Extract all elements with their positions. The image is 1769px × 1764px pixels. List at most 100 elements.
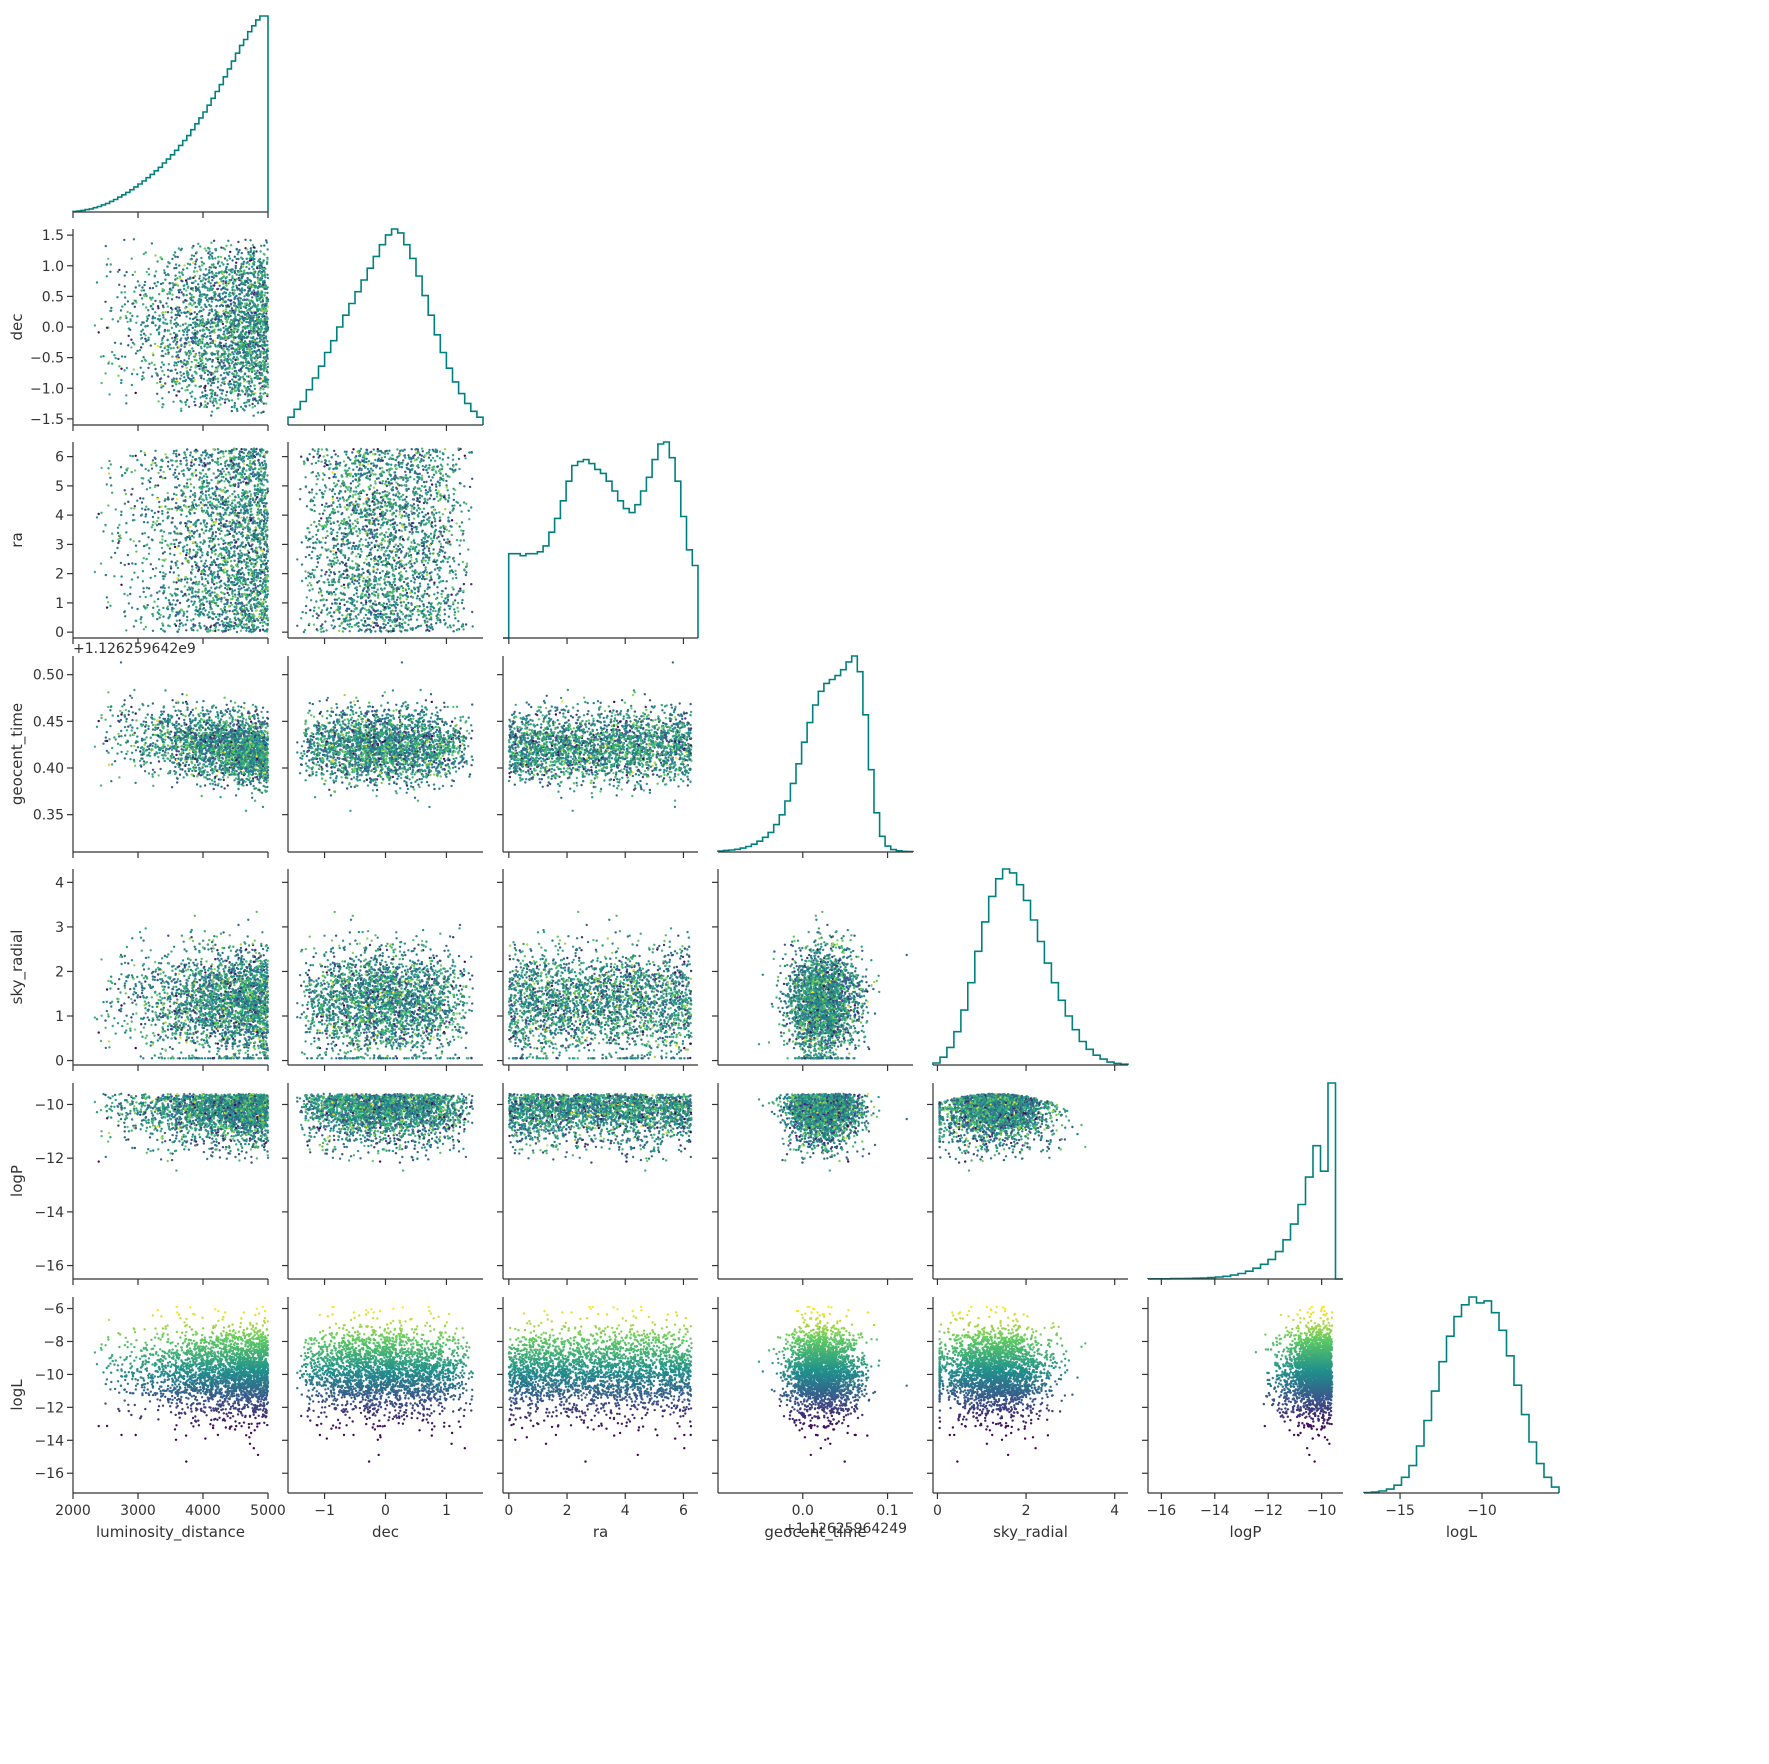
scatter-point xyxy=(221,611,225,614)
scatter-point xyxy=(153,456,156,459)
scatter-point xyxy=(168,343,172,346)
scatter-point xyxy=(185,283,189,286)
scatter-point xyxy=(186,543,189,547)
scatter-point xyxy=(162,335,166,338)
scatter-point xyxy=(161,337,164,340)
scatter-point xyxy=(201,285,204,289)
scatter-point xyxy=(181,323,185,326)
scatter-point xyxy=(220,353,224,357)
scatter-point xyxy=(239,307,243,310)
scatter-point xyxy=(253,492,256,495)
scatter-point xyxy=(148,547,151,550)
scatter-point xyxy=(114,356,117,360)
scatter-point xyxy=(251,402,254,406)
scatter-point xyxy=(159,282,163,286)
scatter-point xyxy=(262,267,265,270)
scatter-point xyxy=(197,302,200,305)
scatter-point xyxy=(172,346,175,350)
scatter-point xyxy=(230,524,233,527)
scatter-point xyxy=(220,315,223,318)
scatter-point xyxy=(240,302,244,305)
scatter-point xyxy=(252,393,255,396)
scatter-point xyxy=(245,375,249,378)
scatter-point xyxy=(229,353,232,356)
scatter-point xyxy=(225,467,228,470)
scatter-point xyxy=(240,450,243,454)
scatter-point xyxy=(248,317,251,320)
scatter-point xyxy=(161,350,164,353)
scatter-point xyxy=(135,619,138,623)
scatter-point xyxy=(266,258,269,261)
scatter-point xyxy=(262,368,265,371)
scatter-point xyxy=(104,300,107,303)
scatter-point xyxy=(156,497,159,500)
scatter-point xyxy=(144,340,148,343)
scatter-point xyxy=(260,513,264,516)
scatter-point xyxy=(199,365,203,368)
scatter-point xyxy=(198,545,201,549)
scatter-point xyxy=(218,615,221,618)
scatter-point xyxy=(255,296,258,300)
scatter-point xyxy=(215,304,218,308)
scatter-point xyxy=(200,355,204,358)
scatter-point xyxy=(263,459,266,463)
scatter-point xyxy=(237,512,241,515)
scatter-point xyxy=(179,552,182,555)
scatter-point xyxy=(264,291,267,294)
scatter-point xyxy=(199,556,202,559)
scatter-point xyxy=(157,400,160,403)
scatter-point xyxy=(250,317,254,320)
scatter-point xyxy=(248,459,252,463)
scatter-point xyxy=(186,262,190,265)
scatter-point xyxy=(158,324,161,328)
scatter-point xyxy=(236,361,240,365)
scatter-point xyxy=(265,262,269,265)
scatter-point xyxy=(216,613,220,616)
scatter-point xyxy=(140,359,144,363)
scatter-point xyxy=(233,255,236,258)
scatter-point xyxy=(171,594,174,597)
scatter-point xyxy=(251,574,254,578)
scatter-point xyxy=(151,523,154,527)
scatter-point xyxy=(232,463,236,466)
scatter-point xyxy=(151,307,154,310)
scatter-point xyxy=(243,401,246,405)
scatter-point xyxy=(189,520,193,524)
scatter-point xyxy=(169,333,172,336)
scatter-point xyxy=(203,247,207,250)
scatter-point xyxy=(244,448,248,451)
scatter-point xyxy=(179,248,182,252)
scatter-point xyxy=(259,509,262,512)
scatter-point xyxy=(192,321,195,324)
scatter-point xyxy=(217,566,221,569)
scatter-point xyxy=(225,321,229,324)
scatter-point xyxy=(179,399,182,403)
scatter-point xyxy=(162,354,165,358)
scatter-point xyxy=(263,497,266,500)
scatter-point xyxy=(246,535,250,538)
scatter-point xyxy=(220,246,223,249)
scatter-point xyxy=(171,606,174,610)
scatter-point xyxy=(210,296,213,299)
scatter-point xyxy=(191,591,194,595)
scatter-point xyxy=(226,332,229,335)
scatter-point xyxy=(175,296,178,299)
scatter-point xyxy=(192,463,196,466)
scatter-point xyxy=(231,595,235,598)
scatter-point xyxy=(266,298,270,301)
scatter-point xyxy=(225,390,229,394)
scatter-point xyxy=(187,586,191,589)
scatter-point xyxy=(132,540,135,543)
scatter-point xyxy=(164,498,167,501)
scatter-point xyxy=(257,505,260,508)
scatter-point xyxy=(171,286,175,289)
scatter-point xyxy=(215,350,219,353)
scatter-point xyxy=(93,570,97,574)
scatter-point xyxy=(254,586,257,589)
scatter-point xyxy=(247,455,251,458)
scatter-point xyxy=(247,609,250,613)
y-axis-label: dec xyxy=(8,314,26,341)
scatter-point xyxy=(216,604,220,608)
scatter-point xyxy=(233,530,237,533)
scatter-point xyxy=(102,355,105,358)
